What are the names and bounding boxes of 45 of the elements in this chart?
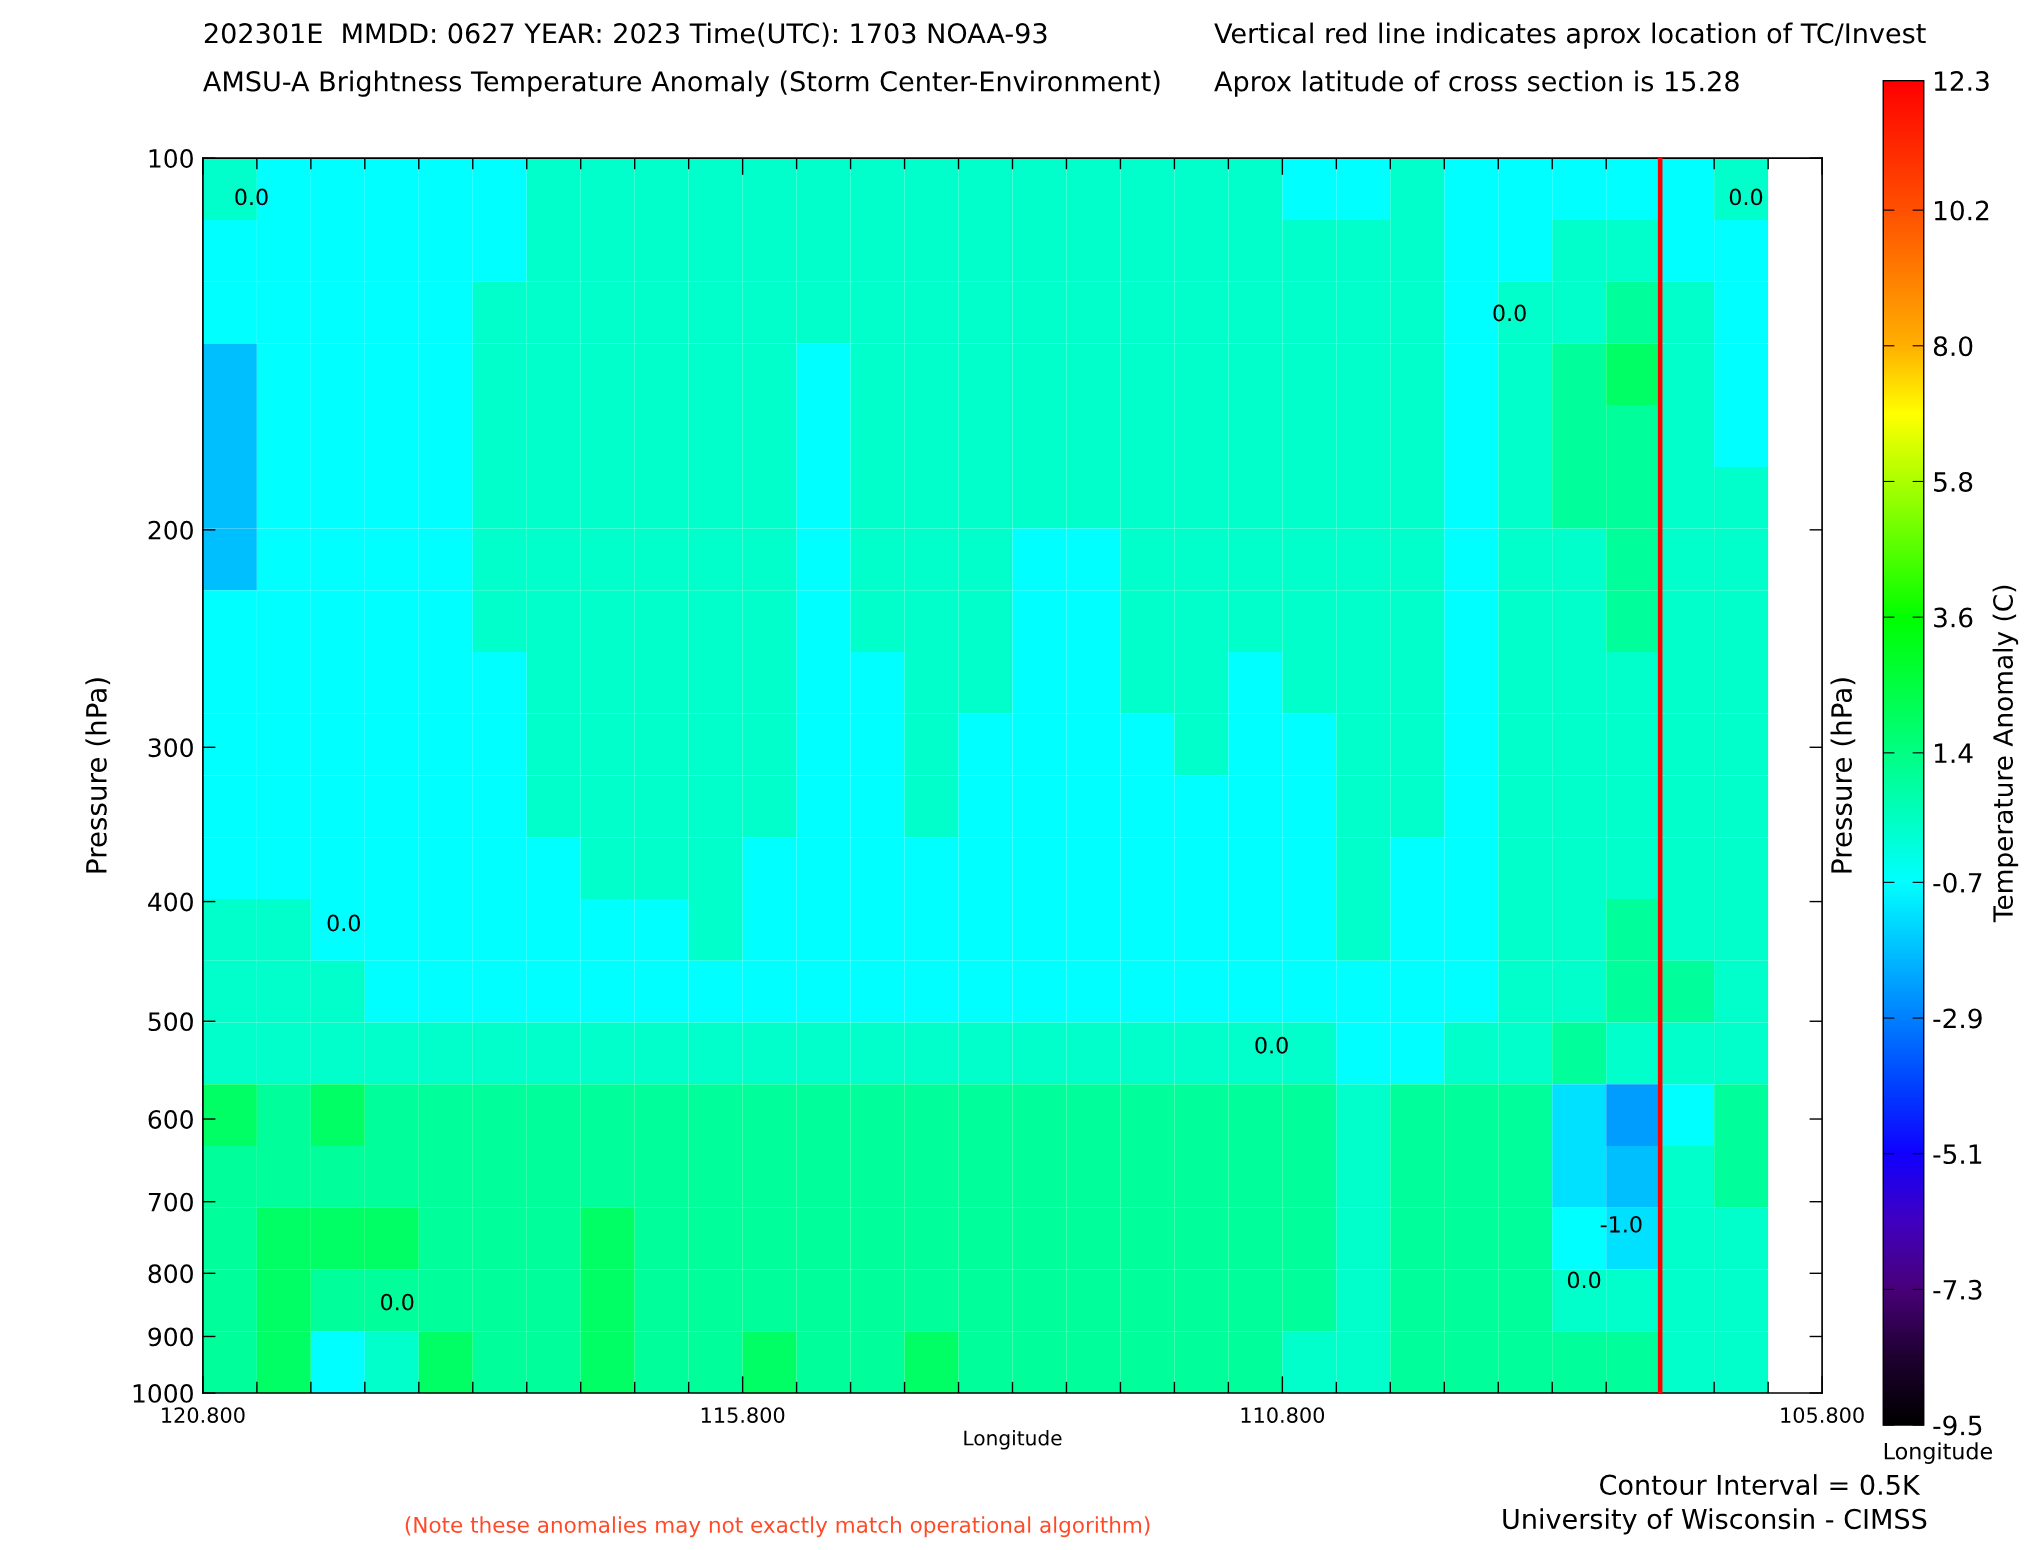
chart-title: 202301E MMDD: 0627 YEAR: 2023 Time(UTC): 1703 NOAA-93: [204, 22, 1047, 47]
x-tick-label: 105.800: [1781, 1407, 1864, 1423]
y-tick-label: 500: [148, 1012, 193, 1032]
x-axis-title: Longitude: [964, 1430, 1062, 1450]
annotation: 0.0: [1729, 188, 1763, 206]
color-bar-label: 8.0: [1933, 336, 1973, 357]
y2-axis-title: Pressure (hPa): [1830, 678, 1856, 873]
color-bar-label: -2.9: [1933, 1008, 1982, 1029]
annotation: 0.0: [381, 1293, 414, 1311]
text: Vertical red line indicates aprox location of TC/Invest: [1214, 22, 1926, 49]
annotation: -1.0: [1600, 1215, 1642, 1233]
y-tick-label: 200: [148, 520, 193, 540]
y-tick-label: 700: [148, 1192, 193, 1212]
color-bar-label: 1.4: [1934, 743, 1973, 763]
annotation: 0.0: [1255, 1036, 1288, 1054]
y-tick-label: 400: [148, 892, 193, 912]
annotation: 0.0: [1567, 1271, 1601, 1289]
color-bar-label: 3.6: [1934, 607, 1973, 628]
text: University of Wisconsin - CIMSS: [1503, 1508, 1927, 1535]
y-tick-label: 300: [148, 738, 193, 758]
color-bar-label: 12.3: [1934, 71, 1989, 91]
color-bar-title: Temperature Anomaly (C): [1992, 585, 2019, 923]
y-tick-label: 600: [148, 1109, 193, 1129]
y-tick-label: 800: [148, 1264, 193, 1284]
annotation: 0.0: [327, 914, 360, 932]
text: Contour Interval = 0.5K: [1600, 1474, 1921, 1496]
text: Longitude: [1884, 1442, 1992, 1464]
color-bar-label: 5.8: [1934, 471, 1973, 492]
color-bar-label: -5.1: [1933, 1144, 1982, 1165]
y-axis-title: Pressure (hPa): [85, 678, 111, 873]
color-bar-label: -7.3: [1933, 1279, 1982, 1300]
annotation: 0.0: [235, 188, 268, 206]
x-tick-label: 110.800: [1241, 1407, 1325, 1423]
y-tick-label: 1000: [133, 1383, 193, 1403]
y-tick-label: 100: [149, 149, 193, 168]
chart-subtitle: AMSU-A Brightness Temperature Anomaly (Storm Center-Environment): [203, 70, 1160, 97]
text: (Note these anomalies may not exactly match operational algorithm): [405, 1516, 1150, 1538]
color-bar-label: 10.2: [1934, 200, 1989, 221]
x-tick-label: 120.800: [162, 1407, 245, 1423]
x-tick-label: 115.800: [701, 1407, 785, 1423]
y-tick-label: 900: [148, 1327, 193, 1347]
color-bar-label: -0.7: [1933, 872, 1982, 893]
color-bar-label: -9.5: [1933, 1415, 1982, 1436]
text: Aprox latitude of cross section is 15.28: [1214, 70, 1739, 97]
annotation: 0.0: [1493, 304, 1526, 322]
